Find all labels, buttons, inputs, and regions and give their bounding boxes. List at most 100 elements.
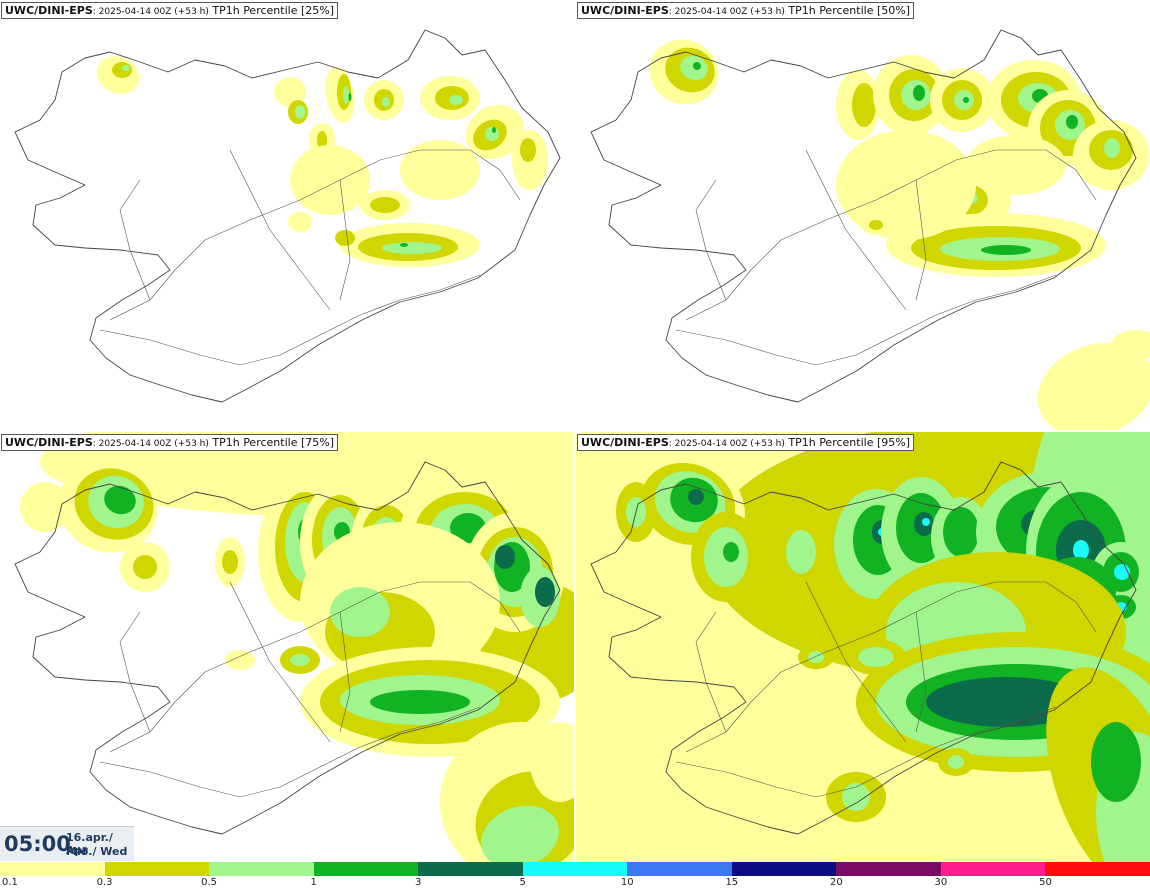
- precip-contour: [808, 651, 824, 663]
- road-line: [339, 179, 351, 301]
- precip-contour: [693, 62, 701, 70]
- precip-contour: [535, 577, 555, 607]
- precip-contour: [122, 65, 130, 71]
- road-line: [675, 706, 1057, 798]
- precip-map: [14, 432, 574, 862]
- precip-contour: [922, 518, 930, 526]
- precip-contour: [295, 105, 305, 119]
- legend-swatch: [731, 862, 837, 876]
- valid-weekday: Mið./ Wed: [66, 845, 128, 858]
- precip-contour: [20, 482, 70, 532]
- precip-contour: [370, 197, 400, 213]
- precip-contour: [926, 677, 1086, 727]
- precip-contour: [1111, 330, 1150, 360]
- road-line: [109, 149, 521, 321]
- precip-field: [576, 432, 1150, 862]
- precip-contour: [330, 587, 390, 637]
- road-line: [695, 179, 727, 301]
- precip-contour: [1066, 115, 1078, 129]
- road-line: [229, 149, 331, 311]
- precip-contour: [400, 140, 480, 200]
- precip-contour: [495, 545, 515, 569]
- road-line: [695, 611, 727, 733]
- precip-contour: [723, 542, 739, 562]
- legend-label: 1: [310, 877, 317, 888]
- precip-contour: [485, 127, 499, 141]
- precip-map: [590, 29, 1150, 430]
- precip-map: [576, 432, 1150, 862]
- valid-time: 05:00: [4, 832, 71, 856]
- precip-contour: [225, 650, 255, 670]
- legend-swatch: [0, 862, 106, 876]
- legend-swatch: [209, 862, 315, 876]
- precip-contour: [112, 62, 132, 78]
- precip-contour: [842, 783, 870, 811]
- valid-time-box: 05:00 16.apr./ Apr Mið./ Wed: [0, 826, 134, 861]
- road-line: [685, 149, 1097, 321]
- road-line: [99, 706, 481, 798]
- road-line: [915, 611, 927, 733]
- precip-contour: [1104, 138, 1120, 158]
- legend-swatch: [418, 862, 524, 876]
- precip-contour: [786, 530, 816, 574]
- precip-contour: [869, 220, 883, 230]
- precip-contour: [530, 722, 574, 802]
- precip-contour: [290, 654, 310, 666]
- precip-contour: [492, 127, 496, 133]
- road-line: [805, 149, 907, 311]
- precip-contour: [858, 647, 894, 667]
- legend-swatch: [104, 862, 210, 876]
- panel-title: UWC/DINI-EPS: 2025-04-14 00Z (+53 h) TP1…: [577, 434, 914, 451]
- map-panel-p25: UWC/DINI-EPS: 2025-04-14 00Z (+53 h) TP1…: [0, 0, 574, 430]
- legend-label: 3: [414, 877, 422, 888]
- legend-label: 30: [934, 877, 948, 888]
- precip-contour: [1073, 540, 1089, 560]
- precip-contour: [852, 83, 876, 127]
- legend-swatch: [627, 862, 733, 876]
- precip-contour: [1037, 342, 1150, 430]
- precip-field: [20, 432, 574, 862]
- precip-contour: [966, 135, 1066, 195]
- panel-title: UWC/DINI-EPS: 2025-04-14 00Z (+53 h) TP1…: [1, 2, 338, 19]
- legend-swatch: [940, 862, 1046, 876]
- precip-contour: [288, 212, 312, 232]
- legend-swatch: [313, 862, 419, 876]
- road-line: [99, 274, 481, 366]
- road-line: [915, 179, 927, 301]
- precip-contour: [104, 485, 136, 515]
- precip-contour: [449, 95, 463, 105]
- precip-contour: [382, 242, 442, 254]
- precip-contour: [274, 77, 306, 107]
- road-line: [805, 581, 907, 743]
- map-panel-p95: UWC/DINI-EPS: 2025-04-14 00Z (+53 h) TP1…: [576, 432, 1150, 862]
- legend-label: 0.1: [2, 877, 18, 888]
- map-panel-p50: UWC/DINI-EPS: 2025-04-14 00Z (+53 h) TP1…: [576, 0, 1150, 430]
- road-line: [229, 581, 331, 743]
- precip-contour: [133, 555, 157, 579]
- legend-label: 5: [519, 877, 526, 888]
- road-line: [339, 611, 351, 733]
- precip-contour: [382, 97, 390, 107]
- legend-swatch: [836, 862, 942, 876]
- precip-contour: [400, 243, 408, 247]
- precip-contour: [343, 86, 349, 104]
- precip-contour: [981, 245, 1031, 255]
- precip-contour: [222, 550, 238, 574]
- precip-contour: [290, 145, 370, 215]
- road-line: [675, 274, 1057, 366]
- color-legend: 0.1 0.3 0.5 1 3 5 10 15 20 30 50: [0, 862, 1150, 891]
- precip-field: [649, 39, 1150, 430]
- precip-contour: [348, 93, 352, 101]
- precip-contour: [370, 690, 470, 714]
- precip-contour: [963, 97, 969, 103]
- map-panel-p75: UWC/DINI-EPS: 2025-04-14 00Z (+53 h) TP1…: [0, 432, 574, 862]
- precip-map: [14, 29, 561, 403]
- coastline: [590, 29, 1137, 403]
- precip-contour: [943, 507, 979, 557]
- precip-contour: [317, 131, 327, 149]
- legend-swatch: [1045, 862, 1150, 876]
- legend-label: 0.3: [96, 877, 113, 888]
- legend-label: 15: [725, 877, 739, 888]
- legend-label: 10: [620, 877, 634, 888]
- road-line: [119, 611, 151, 733]
